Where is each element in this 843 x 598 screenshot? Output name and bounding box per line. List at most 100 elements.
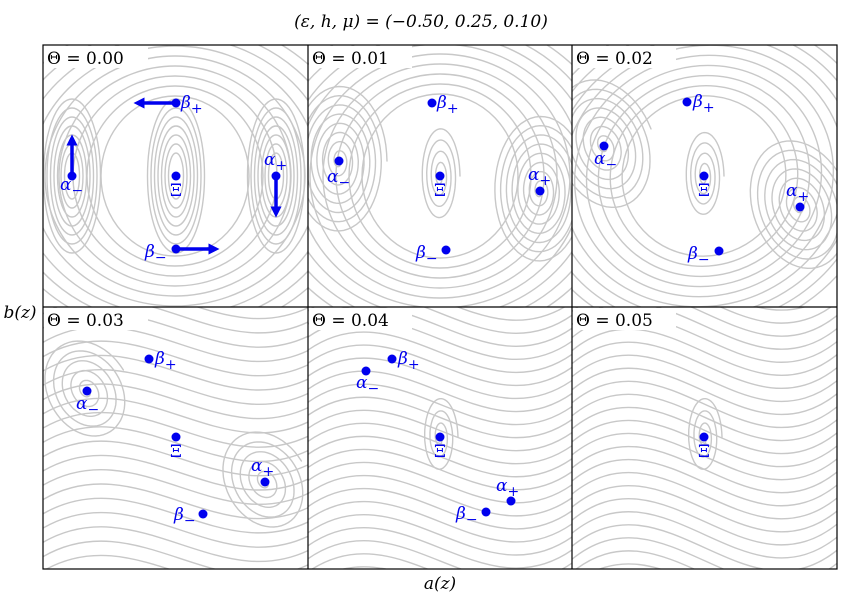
- streamline: [308, 540, 572, 569]
- label-box: [44, 308, 148, 330]
- fixed-point-beta-plus: β+: [427, 93, 459, 117]
- fixed-point-alpha-plus: α+: [528, 165, 551, 196]
- streamline: [167, 152, 185, 200]
- panel-streamlines: [308, 45, 572, 307]
- streamline: [43, 411, 308, 448]
- streamline: [308, 487, 572, 530]
- point-label: Ξ: [170, 181, 182, 201]
- streamline: [572, 341, 837, 389]
- point-label: β+: [397, 349, 420, 373]
- fixed-point-beta-minus: β−: [144, 242, 181, 266]
- point-label: β−: [173, 505, 196, 529]
- streamline: [43, 483, 308, 520]
- streamline: [749, 140, 837, 270]
- panel-theta-label: Θ = 0.03: [47, 311, 124, 331]
- streamline: [572, 406, 837, 455]
- streamline: [572, 367, 837, 415]
- streamline: [322, 63, 558, 289]
- point-label: Ξ: [698, 442, 710, 462]
- streamline: [308, 422, 572, 465]
- streamline: [335, 73, 545, 279]
- streamline: [58, 65, 292, 287]
- point-label: β+: [180, 93, 203, 117]
- point-label: β+: [436, 93, 459, 117]
- fixed-point-beta-minus: β−: [687, 244, 724, 268]
- y-axis-label: b(z): [3, 303, 36, 323]
- panel-theta-label: Θ = 0.01: [312, 49, 389, 69]
- fixed-point-alpha-plus: α+: [496, 476, 519, 506]
- streamline: [572, 307, 837, 337]
- streamline: [503, 307, 528, 308]
- streamline: [43, 526, 308, 563]
- fixed-point-alpha-minus: α−: [60, 171, 83, 199]
- streamline: [572, 380, 837, 428]
- streamline: [43, 340, 308, 377]
- point-label: α+: [496, 476, 519, 500]
- fixed-point-beta-minus: β−: [455, 504, 491, 528]
- fixed-point-xi: Ξ: [434, 432, 446, 462]
- fixed-point-beta-plus: β+: [387, 349, 420, 373]
- streamline: [572, 485, 837, 533]
- streamline: [572, 354, 837, 402]
- point-label: α−: [356, 373, 379, 397]
- streamline: [597, 74, 811, 278]
- streamline: [308, 331, 572, 374]
- point-label: α+: [786, 181, 809, 205]
- streamline: [43, 369, 308, 405]
- streamline: [44, 55, 306, 297]
- streamline: [43, 497, 308, 534]
- point-label: α+: [251, 456, 274, 480]
- streamline: [621, 95, 787, 257]
- streamline: [164, 143, 188, 209]
- fixed-point-alpha-minus: α−: [594, 141, 617, 173]
- streamline: [43, 397, 308, 434]
- point-label: Ξ: [698, 181, 710, 201]
- streamline: [250, 107, 302, 245]
- panel-theta-label: Θ = 0.00: [47, 49, 124, 69]
- point-label: β−: [687, 244, 710, 268]
- streamline: [43, 354, 308, 391]
- streamline: [43, 440, 308, 477]
- figure-title: (ε, h, μ) = (−0.50, 0.25, 0.10): [294, 12, 548, 32]
- point-label: α−: [594, 149, 617, 173]
- streamline: [572, 472, 837, 520]
- streamline: [45, 554, 171, 569]
- fixed-point-alpha-plus: α+: [786, 181, 809, 212]
- streamline: [572, 328, 837, 376]
- streamline: [43, 540, 308, 569]
- fixed-point-alpha-plus: α+: [251, 456, 274, 487]
- point-label: β+: [154, 349, 177, 373]
- streamline: [308, 370, 572, 413]
- streamline: [308, 500, 572, 543]
- streamline: [308, 513, 572, 556]
- fixed-point-xi: Ξ: [698, 432, 710, 462]
- streamline: [572, 537, 837, 569]
- panel-streamlines: [572, 307, 837, 569]
- label-box: [573, 46, 676, 68]
- streamline: [572, 307, 837, 350]
- streamline: [572, 498, 837, 546]
- streamline: [43, 307, 308, 334]
- point-label: α+: [264, 150, 287, 174]
- streamline: [361, 93, 519, 259]
- streamline: [157, 125, 195, 227]
- label-box: [573, 308, 676, 330]
- streamline: [308, 396, 572, 439]
- streamline: [40, 570, 320, 598]
- fixed-point-xi: Ξ: [698, 171, 710, 201]
- streamline: [195, 307, 308, 320]
- streamline: [308, 357, 572, 400]
- point-label: α−: [60, 175, 83, 199]
- streamline: [49, 116, 95, 236]
- panel-theta-label: Θ = 0.04: [312, 311, 389, 331]
- fixed-point-alpha-plus: α+: [264, 150, 287, 181]
- streamline: [222, 431, 304, 528]
- streamline: [43, 469, 308, 505]
- fixed-point-alpha-minus: α−: [356, 366, 379, 397]
- streamline: [348, 83, 532, 269]
- direction-arrows: [66, 97, 282, 255]
- streamline: [308, 461, 572, 504]
- streamline: [609, 85, 799, 267]
- streamline: [43, 511, 308, 548]
